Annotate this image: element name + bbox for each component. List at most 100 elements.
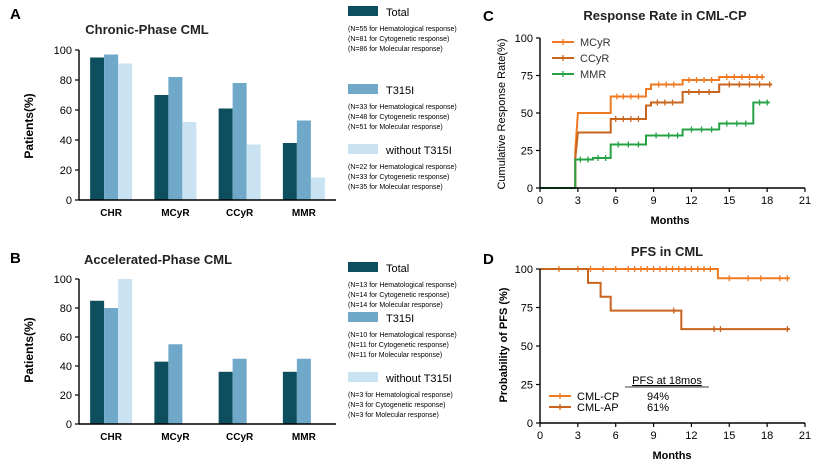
x-tick-label: 21	[799, 195, 811, 207]
legend: Total (N=55 for Hematological response) …	[348, 6, 457, 191]
legend-value: 94%	[647, 391, 669, 403]
y-tick-labels: 0 25 50 75 100	[515, 264, 533, 430]
panel-letter-b: B	[10, 250, 21, 267]
x-tick-label: 0	[537, 195, 543, 207]
legend-swatch	[348, 312, 378, 322]
x-tick-labels: 0 3 6 9 12 15 18 21	[537, 430, 811, 442]
y-tick-label: 0	[527, 418, 533, 430]
bar-without-t315i-ccyr	[246, 144, 261, 200]
y-tick-labels: 0 25 50 75 100	[515, 33, 533, 195]
bars	[90, 54, 325, 200]
bar-without-t315i-chr	[118, 279, 133, 424]
bar-total-mcyr	[154, 361, 169, 424]
y-axis-label: Patients(%)	[22, 93, 36, 158]
panel-letter-c: C	[483, 8, 494, 25]
legend-note: (N=81 for Cytogenetic response)	[348, 36, 449, 43]
legend-label: Total	[386, 7, 409, 19]
legend-item-t315i: T315I (N=10 for Hematological response) …	[348, 312, 457, 359]
legend-label: CCyR	[580, 53, 609, 65]
x-tick-label: 18	[761, 195, 773, 207]
x-tick-label: 12	[685, 195, 697, 207]
x-tick-label: 9	[651, 430, 657, 442]
legend-item-cml-cp: CML-CP 94%	[549, 391, 669, 403]
x-tick-label: 3	[575, 195, 581, 207]
legend-note: (N=33 for Hematological response)	[348, 104, 457, 111]
legend-note: (N=11 for Molecular response)	[348, 352, 442, 359]
x-tick-labels: 0 3 6 9 12 15 18 21	[537, 195, 811, 207]
axes	[75, 278, 336, 425]
legend-note: (N=35 for Molecular response)	[348, 184, 443, 191]
legend-header: PFS at 18mos	[632, 375, 702, 387]
legend-note: (N=33 for Cytogenetic response)	[348, 174, 449, 181]
legend-note: (N=14 for Molecular response)	[348, 302, 443, 309]
legend-swatch	[348, 6, 378, 16]
x-category-label: CCyR	[226, 208, 254, 219]
axes	[536, 268, 806, 427]
panel-letter-d: D	[483, 251, 494, 268]
bar-t315i-ccyr	[232, 358, 247, 424]
y-tick-labels: 0 20 40 60 80 100	[54, 45, 72, 207]
bar-t315i-chr	[104, 308, 119, 424]
legend-item-without-t315i: without T315I (N=22 for Hematological re…	[348, 144, 457, 191]
legend-item-cml-ap: CML-AP 61%	[549, 402, 669, 414]
y-tick-label: 100	[54, 274, 72, 286]
y-axis-label: Probability of PFS (%)	[498, 287, 510, 402]
bars	[90, 279, 311, 424]
y-tick-label: 75	[521, 303, 533, 315]
legend-label: CML-CP	[577, 391, 619, 403]
x-tick-label: 21	[799, 430, 811, 442]
y-tick-labels: 0 20 40 60 80 100	[54, 274, 72, 431]
x-category-label: MCyR	[161, 208, 190, 219]
legend-label: without T315I	[385, 373, 452, 385]
x-category-label: MMR	[292, 432, 317, 443]
x-category-label: CHR	[100, 208, 122, 219]
legend-label: T315I	[386, 85, 414, 97]
y-tick-label: 100	[515, 264, 533, 276]
y-tick-label: 60	[60, 332, 72, 344]
x-axis-label: Months	[650, 215, 689, 227]
x-category-label: CCyR	[226, 432, 254, 443]
legend-item-total: Total (N=13 for Hematological response) …	[348, 262, 457, 309]
chart-accelerated-phase: Accelerated-Phase CML Patients(%) 0 20 4…	[22, 252, 457, 443]
bar-total-ccyr	[218, 108, 233, 200]
y-tick-label: 100	[515, 33, 533, 45]
legend-note: (N=22 for Hematological response)	[348, 164, 457, 171]
curves	[540, 74, 773, 189]
y-tick-label: 0	[66, 195, 72, 207]
x-tick-label: 0	[537, 430, 543, 442]
y-tick-label: 25	[521, 146, 533, 158]
y-axis-label: Cumulative Response Rate(%)	[496, 38, 508, 189]
legend-note: (N=11 for Cytogenetic response)	[348, 342, 449, 349]
legend-note: (N=3 for Molecular response)	[348, 412, 439, 419]
chart-title: Chronic-Phase CML	[85, 22, 209, 37]
bar-without-t315i-chr	[118, 63, 133, 200]
curve-mcyr	[540, 76, 765, 189]
bar-t315i-ccyr	[232, 83, 247, 200]
x-category-label: MMR	[292, 208, 317, 219]
legend-note: (N=86 for Molecular response)	[348, 46, 443, 53]
legend-note: (N=14 for Cytogenetic response)	[348, 292, 449, 299]
y-tick-label: 0	[66, 419, 72, 431]
chart-response-rate: Response Rate in CML-CP Cumulative Respo…	[496, 8, 811, 227]
axes	[75, 49, 336, 201]
curves	[540, 266, 790, 333]
legend-label: MMR	[580, 69, 606, 81]
curve-cml-ap	[540, 268, 790, 331]
legend-label: T315I	[386, 313, 414, 325]
y-tick-label: 75	[521, 71, 533, 83]
x-category-labels: CHR MCyR CCyR MMR	[100, 432, 316, 443]
legend-label: Total	[386, 263, 409, 275]
bar-t315i-mcyr	[168, 344, 183, 424]
legend: PFS at 18mos CML-CP 94% CML-AP 61%	[549, 375, 709, 414]
legend-label: MCyR	[580, 37, 611, 49]
curve-ccyr	[540, 83, 773, 189]
legend-note: (N=3 for Hematological response)	[348, 392, 453, 399]
y-tick-label: 25	[521, 380, 533, 392]
x-tick-label: 15	[723, 430, 735, 442]
x-category-label: MCyR	[161, 432, 190, 443]
legend-swatch	[348, 144, 378, 154]
y-axis-label: Patients(%)	[22, 317, 36, 382]
y-tick-label: 0	[527, 183, 533, 195]
legend-note: (N=48 for Cytogenetic response)	[348, 114, 449, 121]
